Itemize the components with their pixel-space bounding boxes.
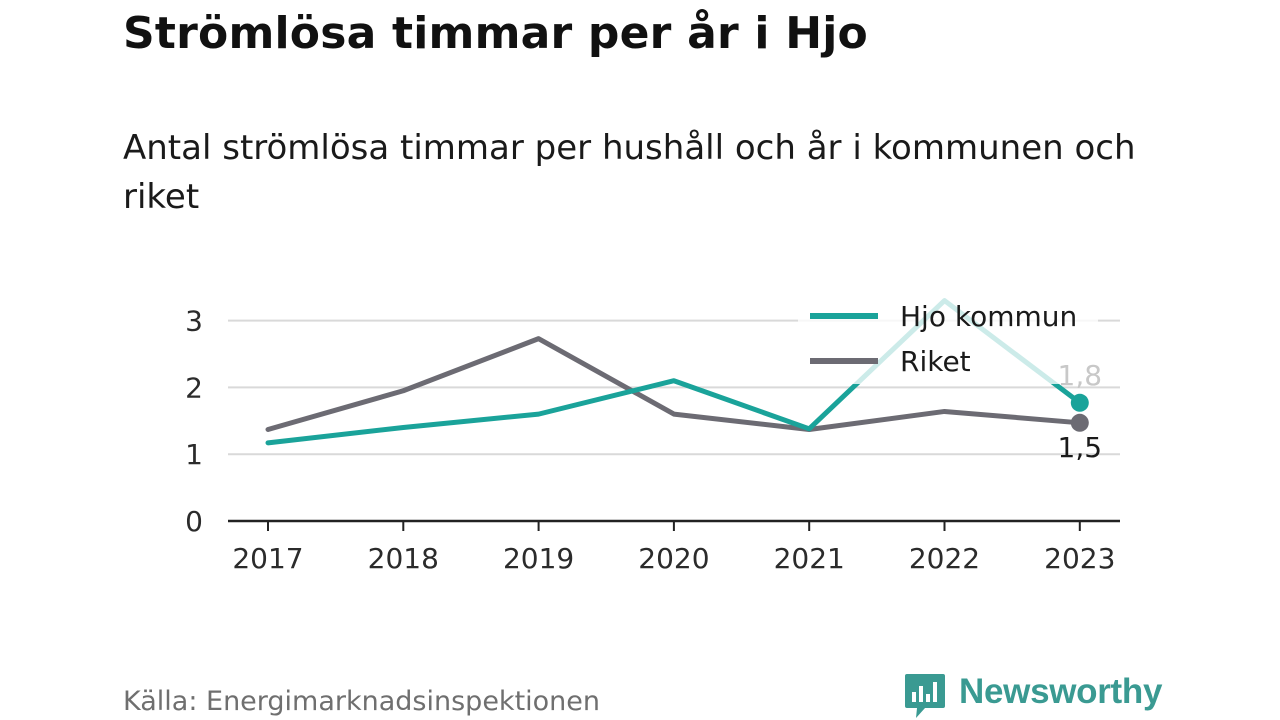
x-tick-label: 2022 xyxy=(909,542,980,575)
x-tick-label: 2023 xyxy=(1044,542,1115,575)
x-tick-label: 2017 xyxy=(232,542,303,575)
end-point-marker xyxy=(1070,413,1089,432)
y-tick-label: 0 xyxy=(185,505,203,538)
y-tick-label: 2 xyxy=(185,371,203,404)
brand-name: Newsworthy xyxy=(959,672,1163,711)
y-tick-label: 3 xyxy=(185,305,203,338)
legend-background xyxy=(798,292,1098,384)
series-line-riket xyxy=(265,336,1083,432)
newsworthy-logo-icon xyxy=(905,674,945,718)
chart-title: Strömlösa timmar per år i Hjo xyxy=(123,8,868,59)
x-tick-label: 2021 xyxy=(774,542,845,575)
x-tick-label: 2019 xyxy=(503,542,574,575)
end-value-label: 1,8 xyxy=(1058,359,1103,392)
end-point-marker xyxy=(1070,393,1089,412)
end-value-label: 1,5 xyxy=(1058,431,1103,464)
source-note: Källa: Energimarknadsinspektionen xyxy=(123,686,601,717)
x-tick-label: 2018 xyxy=(368,542,439,575)
y-tick-label: 1 xyxy=(185,438,203,471)
legend-label: Riket xyxy=(900,345,971,378)
chart-subtitle: Antal strömlösa timmar per hushåll och å… xyxy=(123,128,1136,217)
x-tick-label: 2020 xyxy=(638,542,709,575)
line-chart: 0 1 2 3 2017 2018 2019 2020 2021 2022 2023 Hjo kom… xyxy=(185,292,1120,575)
legend-label: Hjo kommun xyxy=(900,300,1077,333)
